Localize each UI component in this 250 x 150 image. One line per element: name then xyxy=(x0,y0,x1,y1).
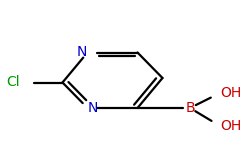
Text: B: B xyxy=(185,101,195,115)
Text: N: N xyxy=(88,101,98,115)
Text: Cl: Cl xyxy=(6,75,20,90)
Text: OH: OH xyxy=(220,86,241,100)
Text: OH: OH xyxy=(220,119,241,133)
Text: N: N xyxy=(77,45,88,60)
